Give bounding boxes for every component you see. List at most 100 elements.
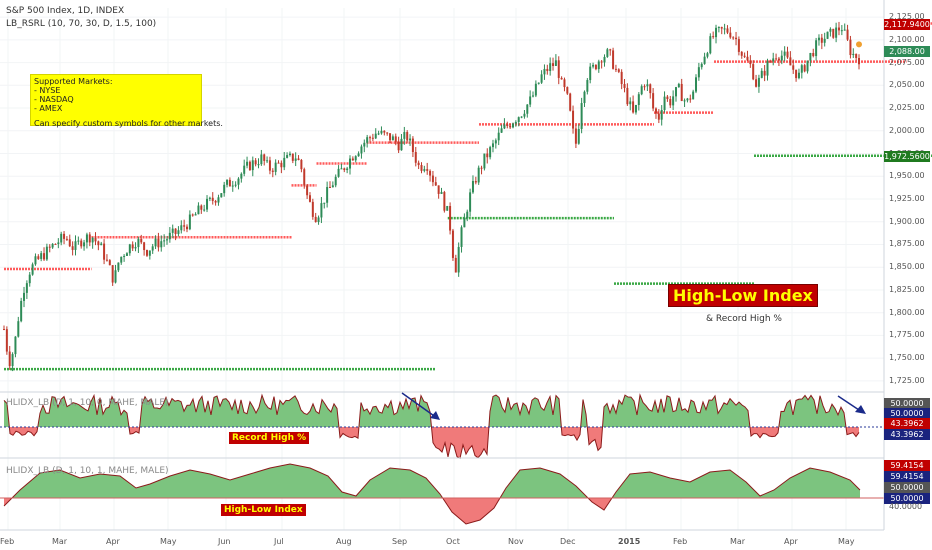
candle (743, 55, 746, 57)
x-tick-label: Apr (784, 537, 798, 546)
note-heading: Supported Markets: (34, 77, 113, 86)
candle (695, 77, 698, 92)
candle (240, 173, 243, 179)
record-high-label: Record High % (229, 432, 310, 444)
candle (497, 132, 500, 141)
oscillator-line (3, 463, 861, 525)
candle (85, 234, 88, 243)
candle (471, 181, 474, 193)
candle (326, 187, 329, 203)
candle (406, 132, 409, 141)
candle (777, 58, 780, 61)
high-low-index-title: High-Low Index (668, 284, 818, 307)
candle (234, 184, 237, 186)
candle (683, 100, 686, 102)
candle (732, 37, 735, 39)
candle (449, 206, 452, 231)
candle (48, 246, 51, 248)
candle (111, 265, 114, 283)
area-fill-up (4, 395, 859, 427)
candle (237, 178, 240, 185)
candle (717, 27, 720, 29)
candle (729, 32, 732, 38)
candle (466, 211, 469, 218)
price-tag: 50.0000 (884, 482, 930, 493)
candle (380, 130, 383, 134)
candle (546, 68, 549, 72)
candle (440, 192, 443, 194)
x-tick-label: Jun (218, 537, 231, 546)
trend-arrow-head (430, 411, 440, 420)
candle (463, 217, 466, 228)
candle (331, 185, 334, 188)
candle (171, 228, 174, 233)
candle (623, 84, 626, 88)
candle (60, 233, 63, 243)
candle (649, 84, 652, 94)
candle (809, 52, 812, 61)
candle (726, 28, 729, 33)
candle (712, 36, 715, 38)
candle (855, 53, 858, 59)
trend-arrow (401, 392, 438, 419)
candle (457, 246, 460, 273)
candle (772, 58, 775, 62)
candle (228, 179, 231, 187)
candle (143, 242, 146, 251)
candle (609, 49, 612, 51)
candle (411, 138, 414, 153)
candle (606, 49, 609, 57)
candle (168, 232, 171, 240)
candle (117, 262, 120, 271)
candle (663, 96, 666, 111)
candle (174, 228, 177, 234)
candle (263, 154, 266, 161)
candle (154, 238, 157, 247)
candle (474, 181, 477, 183)
candle (17, 321, 20, 337)
candle (306, 185, 309, 196)
candle (509, 125, 512, 128)
candle (77, 240, 80, 242)
supported-markets-note: Supported Markets: - NYSE - NASDAQ - AME… (30, 74, 223, 128)
candle (532, 95, 535, 97)
y-tick-label: 1,800.00 (889, 307, 925, 317)
candle (829, 28, 832, 32)
candle (757, 77, 760, 87)
candle (443, 192, 446, 211)
candle (194, 214, 197, 216)
candle (692, 91, 695, 100)
trend-arrow-head (855, 405, 866, 414)
x-tick-label: Oct (446, 537, 460, 546)
candle (626, 87, 629, 105)
record-high-oscillator (0, 393, 884, 459)
x-tick-label: Feb (673, 537, 688, 546)
candle (343, 168, 346, 171)
candle (68, 239, 71, 247)
candle (723, 28, 726, 30)
candle (803, 65, 806, 72)
candle (114, 270, 117, 283)
candle (271, 170, 274, 172)
candle (148, 250, 151, 256)
candle (477, 167, 480, 183)
price-tag: 1,972.5600 (884, 150, 930, 162)
candle (394, 136, 397, 142)
candle (563, 79, 566, 88)
candle (820, 37, 823, 43)
candle (320, 203, 323, 218)
y-tick-label: 1,825.00 (889, 284, 925, 294)
candle (858, 58, 860, 65)
candle (403, 132, 406, 139)
candle (311, 201, 314, 217)
candle (740, 51, 743, 56)
candle (20, 300, 23, 322)
candle (832, 28, 835, 38)
candle (286, 155, 289, 158)
candle (14, 336, 17, 355)
candle (134, 247, 137, 249)
candle (523, 113, 526, 117)
candle (323, 202, 326, 204)
candle (357, 153, 360, 157)
candle (248, 161, 251, 171)
